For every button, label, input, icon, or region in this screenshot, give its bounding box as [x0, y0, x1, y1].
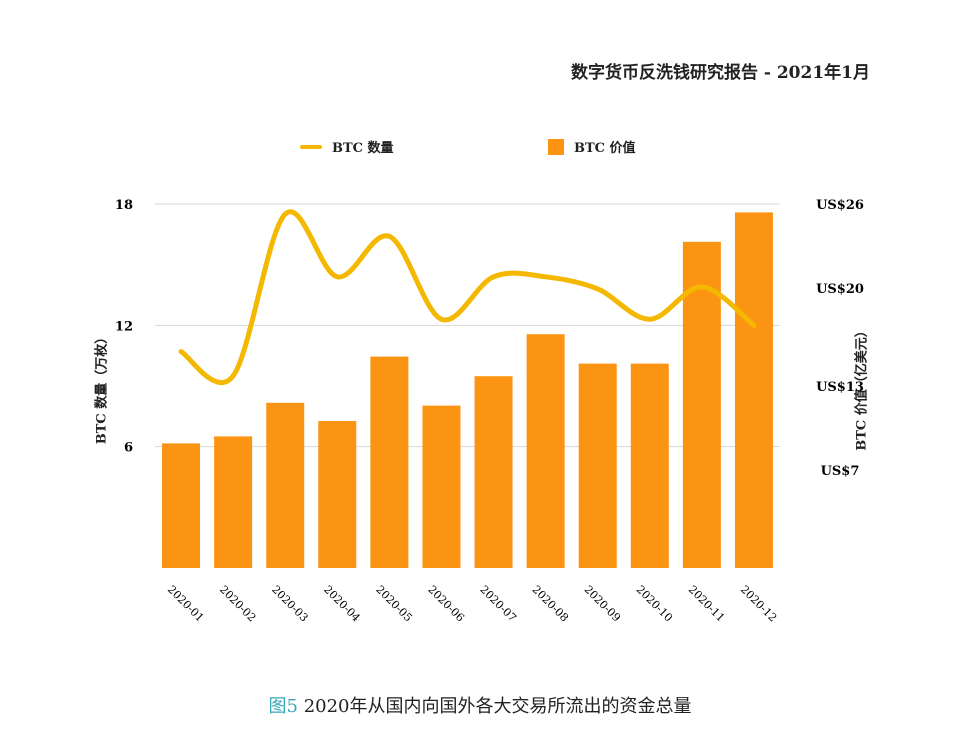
report-title: 数字货币反洗钱研究报告 - 2021年1月: [570, 63, 870, 83]
x-tick-label: 2020-11: [686, 583, 728, 625]
x-tick-label: 2020-10: [634, 583, 676, 625]
left-tick-label: 18: [115, 198, 133, 213]
bar: [266, 402, 305, 568]
bar: [370, 356, 409, 568]
x-tick-label: 2020-01: [165, 583, 207, 625]
right-tick-label: US$7: [821, 464, 860, 479]
legend-line-swatch: [300, 144, 322, 149]
bar: [214, 436, 253, 568]
right-tick-label: US$26: [816, 198, 864, 213]
caption-text: 2020年从国内向国外各大交易所流出的资金总量: [303, 696, 692, 717]
bar: [526, 334, 565, 568]
line-series: [178, 209, 757, 386]
right-tick-label: US$13: [816, 380, 864, 395]
x-tick-label: 2020-09: [582, 583, 624, 625]
x-tick-label: 2020-08: [530, 583, 572, 625]
legend-item-bar: BTC 价值: [548, 137, 636, 156]
bar: [682, 241, 721, 569]
legend-item-line: BTC 数量: [300, 137, 394, 156]
left-tick-label: 12: [115, 319, 133, 334]
bar: [630, 363, 669, 568]
right-tick-label: US$20: [816, 282, 864, 297]
x-tick-label: 2020-03: [269, 583, 311, 625]
bar: [318, 421, 357, 568]
x-tick-label: 2020-12: [738, 583, 780, 625]
bar: [578, 363, 617, 568]
bar: [422, 405, 461, 568]
figure-number: 图5: [268, 696, 298, 717]
left-tick-label: 6: [124, 441, 133, 456]
x-tick-label: 2020-04: [321, 583, 363, 625]
legend-label: BTC 数量: [332, 141, 394, 156]
x-tick-label: 2020-05: [373, 583, 415, 625]
bar: [162, 443, 201, 568]
bar: [734, 212, 773, 568]
x-tick-label: 2020-07: [477, 583, 519, 625]
x-tick-label: 2020-06: [425, 583, 467, 625]
x-tick-label: 2020-02: [217, 583, 259, 625]
legend-label: BTC 价值: [574, 141, 636, 156]
legend-bar-swatch: [548, 138, 564, 155]
bar: [474, 376, 513, 568]
figure-caption: 图5 2020年从国内向国外各大交易所流出的资金总量: [0, 692, 960, 718]
